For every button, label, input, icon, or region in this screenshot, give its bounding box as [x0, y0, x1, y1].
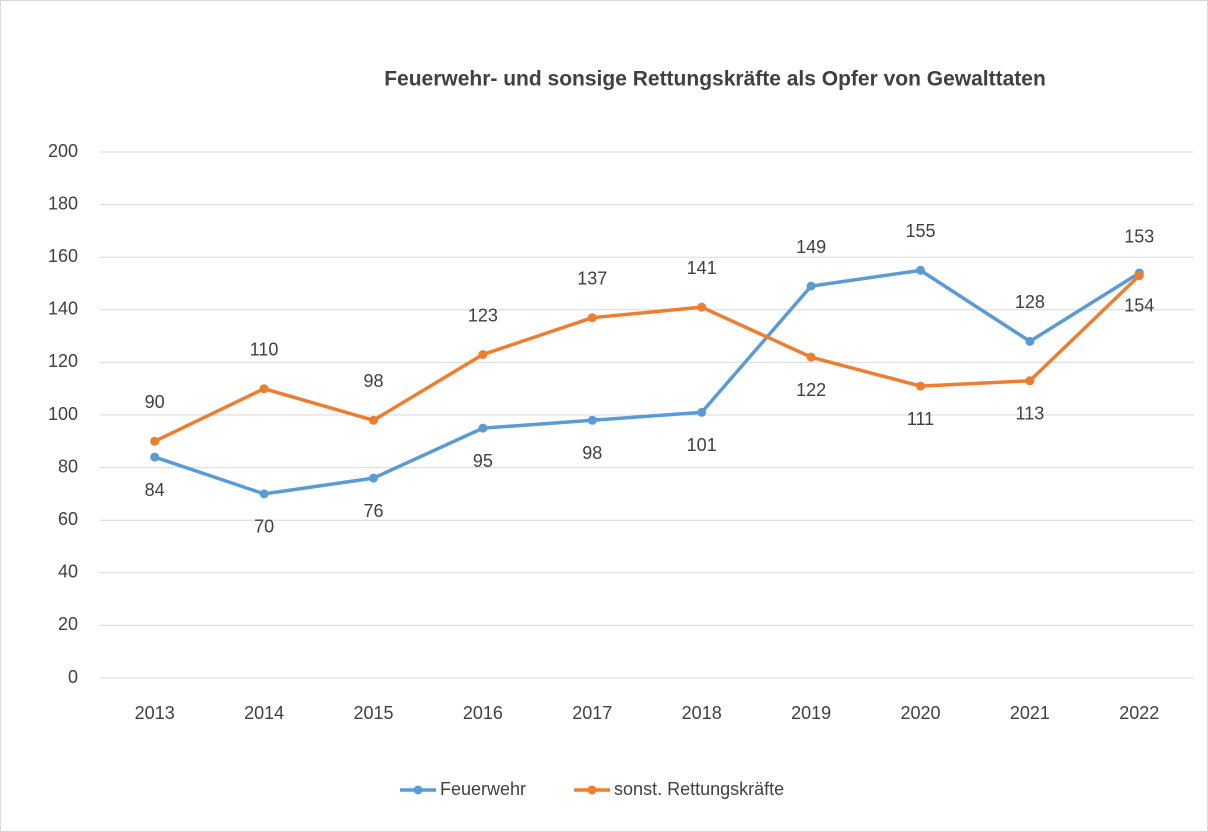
- y-tick-label: 0: [68, 667, 78, 687]
- legend-marker: [413, 785, 423, 795]
- data-label: 149: [796, 237, 826, 257]
- data-label: 153: [1124, 226, 1154, 246]
- data-point: [806, 352, 816, 362]
- data-point: [1025, 376, 1035, 386]
- y-tick-label: 180: [48, 193, 78, 213]
- data-label: 101: [687, 435, 717, 455]
- x-tick-label: 2014: [244, 703, 284, 723]
- y-tick-label: 20: [58, 614, 78, 634]
- series-line: [153, 274, 1141, 443]
- data-label: 98: [363, 371, 383, 391]
- data-point: [587, 415, 597, 425]
- x-tick-label: 2022: [1119, 703, 1159, 723]
- x-tick-label: 2020: [900, 703, 940, 723]
- data-point: [697, 302, 707, 312]
- data-label: 141: [687, 258, 717, 278]
- data-point: [587, 313, 597, 323]
- data-point: [478, 423, 488, 433]
- x-tick-label: 2016: [463, 703, 503, 723]
- data-label: 90: [145, 392, 165, 412]
- chart-title: Feuerwehr- und sonsige Rettungskräfte al…: [384, 68, 1046, 91]
- x-tick-label: 2017: [572, 703, 612, 723]
- data-label: 154: [1124, 296, 1154, 316]
- data-point: [806, 281, 816, 291]
- data-label: 76: [363, 501, 383, 521]
- legend-label: Feuerwehr: [440, 779, 526, 799]
- data-label: 70: [254, 517, 274, 537]
- data-label: 113: [1016, 404, 1045, 424]
- data-point: [697, 407, 707, 417]
- y-tick-label: 200: [48, 141, 78, 161]
- x-tick-label: 2021: [1010, 703, 1050, 723]
- data-point: [916, 265, 925, 275]
- data-point: [916, 381, 925, 391]
- x-tick-label: 2013: [135, 703, 175, 723]
- data-point: [1025, 336, 1035, 346]
- x-tick-label: 2018: [682, 703, 722, 723]
- data-point: [369, 473, 378, 483]
- y-tick-label: 140: [48, 299, 78, 319]
- y-tick-label: 60: [58, 509, 78, 529]
- data-point: [259, 489, 269, 499]
- data-point: [478, 350, 488, 360]
- data-label: 84: [145, 480, 165, 500]
- data-point: [150, 436, 160, 446]
- y-tick-label: 160: [48, 246, 78, 266]
- legend-marker: [587, 785, 597, 795]
- y-tick-label: 100: [48, 404, 78, 424]
- x-tick-label: 2019: [791, 703, 831, 723]
- y-tick-label: 120: [48, 351, 78, 371]
- data-point: [150, 452, 160, 462]
- legend-label: sonst. Rettungskräfte: [614, 779, 784, 799]
- data-point: [1134, 271, 1144, 281]
- data-label: 128: [1015, 292, 1045, 312]
- x-tick-label: 2015: [353, 703, 393, 723]
- data-point: [369, 415, 378, 425]
- y-tick-label: 80: [58, 456, 78, 476]
- data-label: 111: [907, 409, 934, 429]
- data-label: 95: [473, 451, 493, 471]
- data-label: 110: [250, 339, 279, 359]
- y-tick-label: 40: [58, 562, 78, 582]
- series-line: [154, 268, 1141, 496]
- data-label: 137: [577, 268, 607, 288]
- data-label: 123: [468, 305, 498, 325]
- data-label: 155: [905, 221, 935, 241]
- data-label: 98: [582, 443, 602, 463]
- data-label: 122: [796, 380, 826, 400]
- data-point: [259, 384, 269, 394]
